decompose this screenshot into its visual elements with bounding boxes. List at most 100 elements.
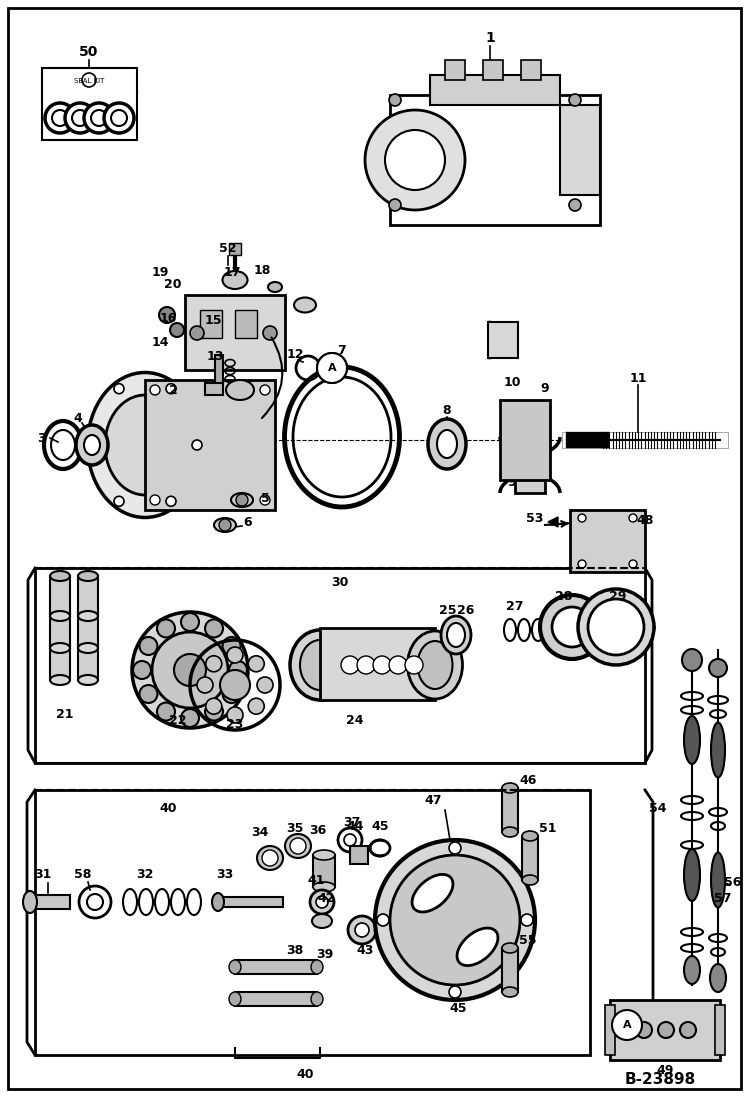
Circle shape <box>569 199 581 211</box>
Ellipse shape <box>711 723 725 778</box>
Circle shape <box>91 110 107 126</box>
Text: 9: 9 <box>508 475 516 488</box>
Text: 13: 13 <box>206 350 224 362</box>
Bar <box>205 383 223 395</box>
Bar <box>185 295 285 370</box>
Text: 10: 10 <box>503 375 521 388</box>
Circle shape <box>578 589 654 665</box>
Bar <box>570 510 645 572</box>
Ellipse shape <box>105 395 185 495</box>
Ellipse shape <box>78 572 98 581</box>
Bar <box>350 846 368 864</box>
Circle shape <box>578 514 586 522</box>
Ellipse shape <box>50 643 70 653</box>
Bar <box>570 434 606 446</box>
Circle shape <box>152 632 228 708</box>
Ellipse shape <box>50 611 70 621</box>
Text: 35: 35 <box>286 823 303 836</box>
Circle shape <box>166 384 176 394</box>
Text: 40: 40 <box>160 802 177 814</box>
Circle shape <box>449 842 461 853</box>
Circle shape <box>516 451 544 479</box>
Ellipse shape <box>50 572 70 581</box>
Text: 56: 56 <box>724 875 742 889</box>
Text: 44: 44 <box>346 821 364 834</box>
Text: 4: 4 <box>73 411 82 425</box>
Ellipse shape <box>206 698 222 714</box>
Ellipse shape <box>407 631 462 699</box>
Text: 55: 55 <box>519 934 537 947</box>
Ellipse shape <box>285 834 311 858</box>
Bar <box>502 948 518 992</box>
Circle shape <box>133 661 151 679</box>
Ellipse shape <box>709 659 727 677</box>
Circle shape <box>104 103 134 133</box>
Circle shape <box>540 595 604 659</box>
Text: 24: 24 <box>346 713 364 726</box>
Ellipse shape <box>206 656 222 671</box>
Bar <box>715 1005 725 1055</box>
Bar <box>50 640 70 680</box>
Circle shape <box>181 709 199 727</box>
Ellipse shape <box>78 675 98 685</box>
Ellipse shape <box>502 943 518 953</box>
Bar <box>488 323 518 358</box>
Bar <box>235 992 317 1006</box>
Circle shape <box>181 613 199 631</box>
Text: SEAL KIT: SEAL KIT <box>74 78 104 84</box>
Ellipse shape <box>84 436 100 455</box>
Text: 22: 22 <box>169 713 187 726</box>
Circle shape <box>317 353 347 383</box>
Bar <box>313 855 335 887</box>
Ellipse shape <box>197 677 213 693</box>
Text: 42: 42 <box>318 892 335 905</box>
Ellipse shape <box>290 630 350 700</box>
Ellipse shape <box>522 832 538 841</box>
Text: 28: 28 <box>555 590 573 603</box>
Bar <box>483 60 503 80</box>
Ellipse shape <box>294 297 316 313</box>
Text: 40: 40 <box>297 1068 314 1082</box>
Text: 57: 57 <box>715 892 732 905</box>
Circle shape <box>157 702 175 721</box>
Circle shape <box>341 656 359 674</box>
Bar <box>430 75 560 105</box>
Circle shape <box>170 323 184 337</box>
Ellipse shape <box>88 373 202 518</box>
Ellipse shape <box>710 964 726 992</box>
Text: A: A <box>328 363 336 373</box>
Ellipse shape <box>212 893 224 911</box>
Text: 48: 48 <box>637 513 654 527</box>
Circle shape <box>192 440 202 450</box>
Ellipse shape <box>313 882 335 892</box>
Circle shape <box>190 326 204 340</box>
Circle shape <box>72 110 88 126</box>
Text: 14: 14 <box>151 336 169 349</box>
Circle shape <box>348 916 376 945</box>
Text: 51: 51 <box>539 822 557 835</box>
Text: 29: 29 <box>610 589 627 602</box>
Circle shape <box>680 1022 696 1038</box>
Ellipse shape <box>711 852 725 907</box>
Text: 15: 15 <box>204 314 222 327</box>
Text: 5: 5 <box>261 491 270 505</box>
Circle shape <box>290 838 306 853</box>
Ellipse shape <box>684 716 700 764</box>
Text: 36: 36 <box>309 824 327 837</box>
Bar <box>229 244 241 255</box>
Text: 45: 45 <box>372 819 389 833</box>
Circle shape <box>389 656 407 674</box>
Text: 23: 23 <box>226 719 243 732</box>
Circle shape <box>373 656 391 674</box>
Circle shape <box>111 110 127 126</box>
Circle shape <box>222 637 240 655</box>
Circle shape <box>65 103 95 133</box>
Text: 54: 54 <box>649 802 667 814</box>
Circle shape <box>222 685 240 703</box>
Text: 8: 8 <box>443 404 452 417</box>
Ellipse shape <box>50 675 70 685</box>
Polygon shape <box>548 517 558 527</box>
Bar <box>215 355 223 385</box>
Text: 20: 20 <box>164 278 182 291</box>
Circle shape <box>310 890 334 914</box>
